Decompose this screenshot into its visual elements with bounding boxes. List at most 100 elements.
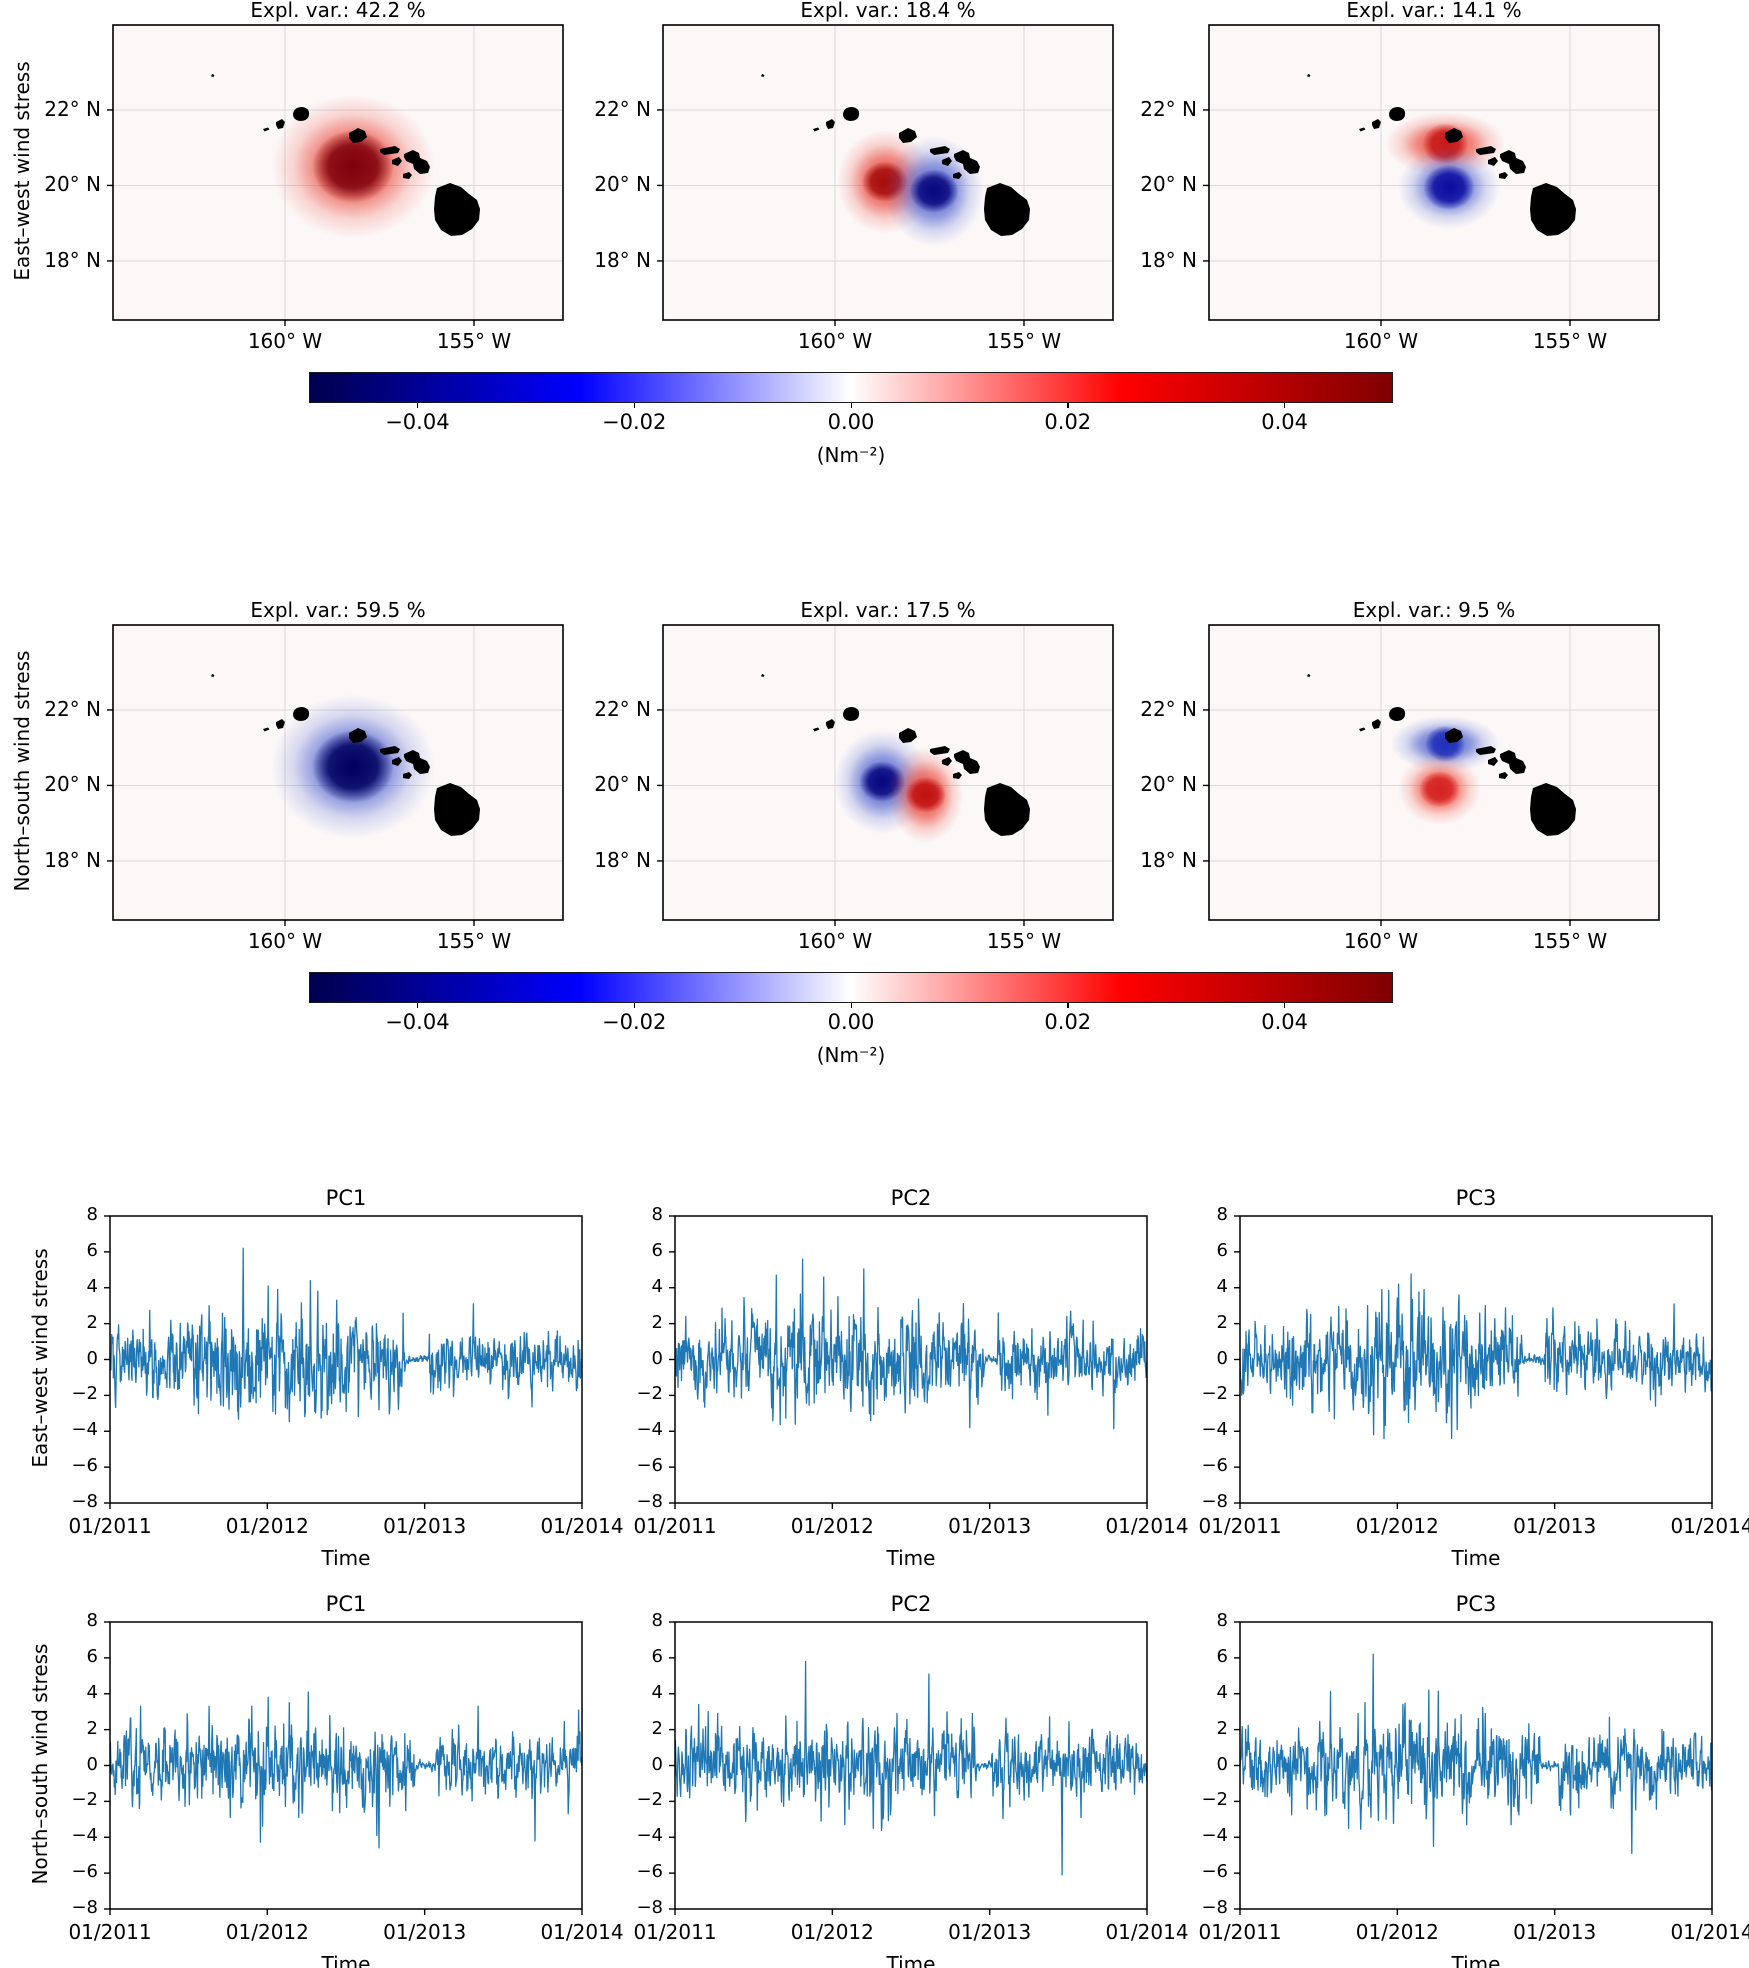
ts-xtick-label: 01/2013 [383,1514,467,1538]
map-lat-label: 22° N [44,96,101,121]
map-lon-label: 155° W [986,929,1062,953]
map-lat-label: 18° N [594,847,651,872]
ts-ytick-label: −6 [71,1455,98,1477]
map-title-2: Expl. var.: 18.4 % [800,0,976,22]
ts-xaxis-label: Time [886,1952,936,1968]
ts-xtick-label: 01/2014 [1670,1920,1749,1944]
ts-panel-6 [1234,1621,1713,1915]
ts-xaxis-label: Time [1451,1952,1501,1968]
colorbar-unit-label: (Nm⁻²) [816,443,886,467]
eof-blob-core-negative [1423,164,1475,211]
ts-xtick-label: 01/2012 [225,1920,309,1944]
ts-xtick-label: 01/2014 [540,1920,624,1944]
map-lat-label: 20° N [594,772,651,797]
ts-ytick-label: 4 [86,1681,98,1703]
ts-ytick-label: 0 [1216,1347,1228,1369]
ts-xtick-label: 01/2012 [1355,1514,1439,1538]
hawaii-islands-silhouette [1307,674,1576,836]
ts-ytick-label: 2 [1216,1717,1228,1739]
ts-ytick-label: −4 [71,1825,98,1847]
colorbar-tick [1284,403,1286,408]
ts-title-pc3-row2: PC3 [1455,1592,1497,1616]
map-lon-label: 160° W [247,329,323,353]
maps-row2-ylabel: North–south wind stress [10,650,34,892]
map-lat-label: 20° N [594,172,651,197]
ts-ytick-label: −8 [1201,1897,1228,1918]
ts-xtick-label: 01/2011 [1198,1514,1282,1538]
map-lon-label: 155° W [436,929,512,953]
ts-ytick-label: 6 [86,1645,98,1667]
ts-ytick-label: 4 [86,1275,98,1297]
ts-xtick-label: 01/2013 [1513,1514,1597,1538]
colorbar-tick-label: 0.02 [1044,410,1092,434]
hawaii-islands-silhouette [1307,74,1576,236]
ts-ytick-label: −4 [1201,1419,1228,1441]
ts-panel-2 [669,1215,1148,1509]
ts-ytick-label: −8 [1201,1491,1228,1512]
colorbar-tick-label: 0.04 [1261,410,1308,434]
map-panel-4 [107,624,564,926]
ts-ytick-label: −2 [71,1383,98,1405]
ts-ytick-label: 0 [651,1753,663,1775]
map-lat-label: 18° N [44,247,101,272]
colorbar-tick [850,403,852,408]
map-panel-3 [1203,24,1660,326]
eof-blob-core-negative [909,169,959,213]
map-lat-label: 18° N [44,847,101,872]
ts-xtick-label: 01/2011 [633,1514,717,1538]
pc-line-series [674,1258,1148,1430]
ts-ytick-label: 4 [1216,1681,1228,1703]
ts-xtick-label: 01/2012 [790,1920,874,1944]
ts-ytick-label: −2 [1201,1383,1228,1405]
map-lon-label: 160° W [247,929,323,953]
colorbar-tick-label: −0.02 [602,1010,667,1034]
ts-xaxis-label: Time [886,1546,936,1570]
map-title-6: Expl. var.: 9.5 % [1352,598,1516,622]
colorbar-tick [416,403,419,408]
colorbar-tick [850,1003,852,1008]
map-lon-label: 155° W [436,329,512,353]
map-title-3: Expl. var.: 14.1 % [1346,0,1522,22]
map-lat-label: 18° N [1140,247,1197,272]
ts-ytick-label: −2 [636,1789,663,1811]
map-lat-label: 22° N [1140,696,1197,721]
map-lat-label: 18° N [1140,847,1197,872]
map-title-4: Expl. var.: 59.5 % [250,598,426,622]
colorbar-tick-label: −0.04 [385,1010,450,1034]
pc-line-series [674,1660,1148,1876]
map-lon-label: 155° W [1532,329,1608,353]
ts-ytick-label: −2 [71,1789,98,1811]
ts-ytick-label: −4 [71,1419,98,1441]
ts-ytick-label: −4 [636,1419,663,1441]
ts-title-pc2-row2: PC2 [890,1592,932,1616]
colorbar-tick-label: 0.00 [827,410,875,434]
map-lat-label: 20° N [44,172,101,197]
ts-xtick-label: 01/2012 [1355,1920,1439,1944]
ts-ytick-label: −8 [71,1491,98,1512]
ts-title-pc1-row1: PC1 [325,1186,367,1210]
map-title-5: Expl. var.: 17.5 % [800,598,976,622]
ts-xtick-label: 01/2014 [1105,1920,1189,1944]
ts-title-pc1-row2: PC1 [325,1592,367,1616]
ts-ytick-label: 8 [651,1610,663,1631]
ts-ytick-label: 6 [1216,1645,1228,1667]
ts-panel-1 [104,1215,583,1509]
ts-ytick-label: 0 [651,1347,663,1369]
ts-ytick-label: 2 [651,1311,663,1333]
ts-ytick-label: −8 [636,1491,663,1512]
map-panel-6 [1203,624,1660,926]
ts-ytick-label: 0 [86,1347,98,1369]
ts-xtick-label: 01/2012 [225,1514,309,1538]
ts-ytick-label: −2 [1201,1789,1228,1811]
colorbar-1 [309,372,1393,403]
maps-row1-ylabel: East–west wind stress [10,61,34,281]
ts-ytick-label: 0 [1216,1753,1228,1775]
map-lat-label: 22° N [594,696,651,721]
map-title-1: Expl. var.: 42.2 % [250,0,426,22]
hawaii-islands-silhouette [761,674,1030,836]
colorbar-tick [1067,1003,1069,1008]
ts-xaxis-label: Time [1451,1546,1501,1570]
ts-xtick-label: 01/2013 [383,1920,467,1944]
ts-ytick-label: −6 [71,1861,98,1883]
